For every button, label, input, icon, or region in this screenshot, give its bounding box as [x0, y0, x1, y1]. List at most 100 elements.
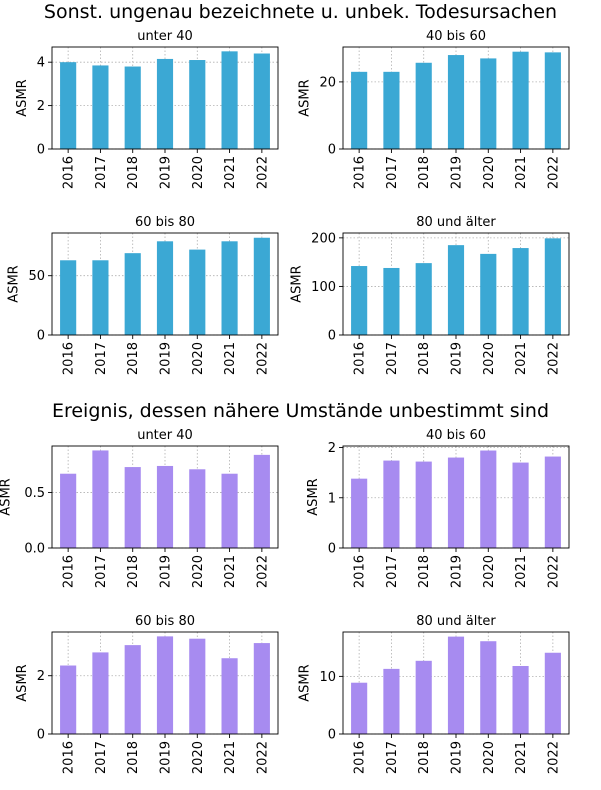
- y-axis-label: ASMR: [7, 265, 22, 302]
- x-tick-label: 2017: [94, 156, 109, 189]
- x-tick-label: 2019: [159, 156, 174, 189]
- x-tick-label: 2020: [191, 555, 206, 588]
- bar-2022: [253, 643, 270, 734]
- subplot-title: unter 40: [137, 428, 193, 443]
- y-tick-label: 0: [328, 542, 336, 557]
- group-2-title: Ereignis, dessen nähere Umstände unbesti…: [51, 400, 550, 422]
- x-tick-label: 2019: [450, 156, 465, 189]
- bar-2017: [92, 450, 109, 548]
- bar-2022: [253, 454, 270, 548]
- x-tick-label: 2018: [126, 156, 141, 189]
- x-tick-label: 2020: [482, 555, 497, 588]
- subplot-5: 0.0 0.5 2016 2017 2018 2019 2020 2021 2022 unter …: [0, 428, 279, 588]
- bar-2017: [383, 267, 400, 335]
- x-tick-label: 2021: [223, 741, 238, 774]
- x-tick-label: 2022: [255, 555, 270, 588]
- bar-2020: [189, 638, 206, 734]
- x-tick-label: 2016: [353, 342, 368, 375]
- bar-2016: [351, 682, 368, 734]
- bar-2018: [415, 660, 432, 734]
- x-tick-label: 2019: [159, 741, 174, 774]
- y-tick-label: 0: [37, 329, 45, 344]
- bar-2021: [221, 241, 238, 335]
- x-tick-label: 2017: [385, 156, 400, 189]
- x-tick-label: 2022: [255, 342, 270, 375]
- x-tick-label: 2022: [546, 555, 561, 588]
- x-tick-label: 2021: [223, 342, 238, 375]
- x-tick-label: 2019: [159, 555, 174, 588]
- bar-2022: [544, 52, 561, 149]
- subplot-title: 80 und älter: [416, 614, 496, 629]
- x-tick-label: 2018: [417, 156, 432, 189]
- y-axis-label: ASMR: [15, 664, 30, 701]
- bar-2016: [351, 478, 368, 548]
- bar-2018: [415, 461, 432, 548]
- subplot-title: unter 40: [137, 29, 193, 44]
- bar-2020: [480, 253, 497, 335]
- y-tick-label: 10: [319, 670, 336, 685]
- x-tick-label: 2016: [353, 741, 368, 774]
- y-tick-label: 20: [319, 75, 336, 90]
- subplot-2: 0 20 2016 2017 2018 2019 2020 2021 2022 40 bis 60…: [298, 29, 570, 189]
- bar-2018: [124, 645, 141, 734]
- bar-2022: [544, 456, 561, 548]
- bar-2017: [92, 260, 109, 335]
- x-tick-label: 2021: [223, 555, 238, 588]
- subplot-title: 80 und älter: [416, 215, 496, 230]
- subplot-6: 0 1 2 2016 2017 2018 2019 2020 2021 2022 40 bis 60…: [306, 428, 570, 588]
- bar-2016: [351, 71, 368, 149]
- x-tick-label: 2017: [385, 555, 400, 588]
- x-tick-label: 2020: [482, 156, 497, 189]
- x-tick-label: 2018: [417, 555, 432, 588]
- bar-2021: [512, 51, 529, 149]
- x-tick-label: 2018: [126, 741, 141, 774]
- y-tick-label: 2: [37, 669, 45, 684]
- y-tick-label: 2: [37, 99, 45, 114]
- bar-2019: [447, 55, 465, 150]
- y-tick-label: 50: [28, 269, 45, 284]
- bar-2016: [60, 473, 77, 548]
- bar-2017: [92, 65, 109, 149]
- bar-2020: [189, 469, 206, 548]
- bar-2019: [156, 636, 174, 734]
- bar-2017: [383, 668, 400, 734]
- bar-2019: [447, 636, 465, 734]
- x-tick-label: 2019: [450, 741, 465, 774]
- subplot-1: 0 2 4 2016 2017 2018 2019 2020 2021 2022 unter 40 A…: [15, 29, 279, 189]
- subplot-8: 0 10 2016 2017 2018 2019 2020 2021 2022 80 und äl…: [298, 614, 570, 774]
- x-tick-label: 2016: [62, 156, 77, 189]
- x-tick-label: 2016: [62, 741, 77, 774]
- bar-2017: [383, 460, 400, 548]
- x-tick-label: 2016: [62, 555, 77, 588]
- subplot-title: 60 bis 80: [135, 215, 195, 230]
- bar-2020: [189, 249, 206, 335]
- group-1-title: Sonst. ungenau bezeichnete u. unbek. Tod…: [43, 1, 558, 23]
- x-tick-label: 2017: [385, 342, 400, 375]
- bar-2016: [60, 665, 77, 734]
- y-axis-label: ASMR: [289, 265, 304, 302]
- y-axis-label: ASMR: [306, 478, 321, 515]
- bar-2021: [512, 666, 529, 734]
- x-tick-label: 2016: [353, 555, 368, 588]
- subplot-title: 40 bis 60: [426, 428, 486, 443]
- bar-2021: [221, 51, 238, 150]
- bar-2019: [156, 58, 174, 149]
- y-tick-label: 200: [311, 231, 336, 246]
- y-tick-label: 100: [311, 280, 336, 295]
- x-tick-label: 2022: [546, 156, 561, 189]
- y-tick-label: 4: [37, 56, 45, 71]
- x-tick-label: 2017: [94, 342, 109, 375]
- bar-2020: [480, 450, 497, 548]
- bar-2022: [544, 652, 561, 734]
- y-axis-label: ASMR: [298, 664, 313, 701]
- x-tick-label: 2020: [191, 342, 206, 375]
- x-tick-label: 2021: [514, 741, 529, 774]
- y-axis-label: ASMR: [15, 79, 30, 116]
- y-tick-label: 1: [328, 491, 336, 506]
- bar-2018: [124, 253, 141, 335]
- subplot-3: 0 50 2016 2017 2018 2019 2020 2021 2022 60 bis 80…: [7, 215, 279, 375]
- bar-2020: [189, 60, 206, 149]
- bar-2018: [415, 263, 432, 335]
- bar-2019: [447, 245, 465, 335]
- bar-2021: [221, 473, 238, 548]
